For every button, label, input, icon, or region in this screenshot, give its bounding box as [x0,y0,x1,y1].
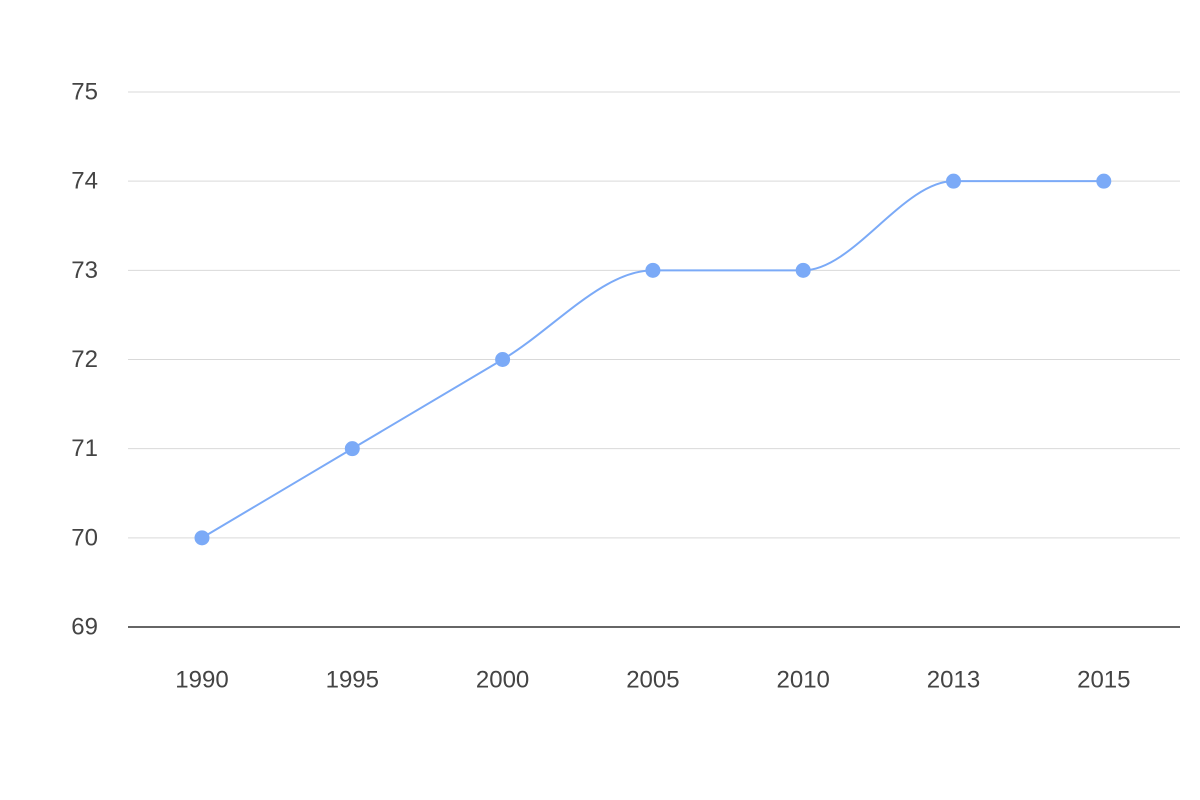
x-tick-label: 2000 [476,667,529,694]
x-tick-label: 2010 [777,667,830,694]
x-tick-label: 2005 [626,667,679,694]
data-point-2013[interactable] [946,173,961,189]
x-tick-label: 2015 [1077,667,1130,694]
y-tick-label: 71 [71,435,98,462]
data-point-2015[interactable] [1096,173,1112,189]
y-tick-label: 74 [71,168,98,195]
x-tick-label: 1990 [175,667,228,694]
x-tick-label: 2013 [927,667,980,694]
points-layer [194,173,1112,546]
grid-layer [128,91,1180,628]
data-point-2000[interactable] [495,352,511,367]
data-point-1990[interactable] [194,530,210,546]
y-tick-label: 75 [71,79,98,106]
x-axis: 1990 1995 2000 2005 2010 2013 2015 [175,667,1130,694]
y-tick-label: 69 [71,614,98,641]
y-tick-label: 70 [71,524,98,551]
y-tick-label: 72 [71,346,98,373]
data-point-2010[interactable] [795,262,811,278]
x-tick-label: 1995 [326,667,379,694]
data-point-2005[interactable] [645,262,661,278]
y-axis: 69 70 71 72 73 74 75 [71,79,98,641]
data-point-1995[interactable] [344,441,360,457]
y-tick-label: 73 [71,257,98,284]
